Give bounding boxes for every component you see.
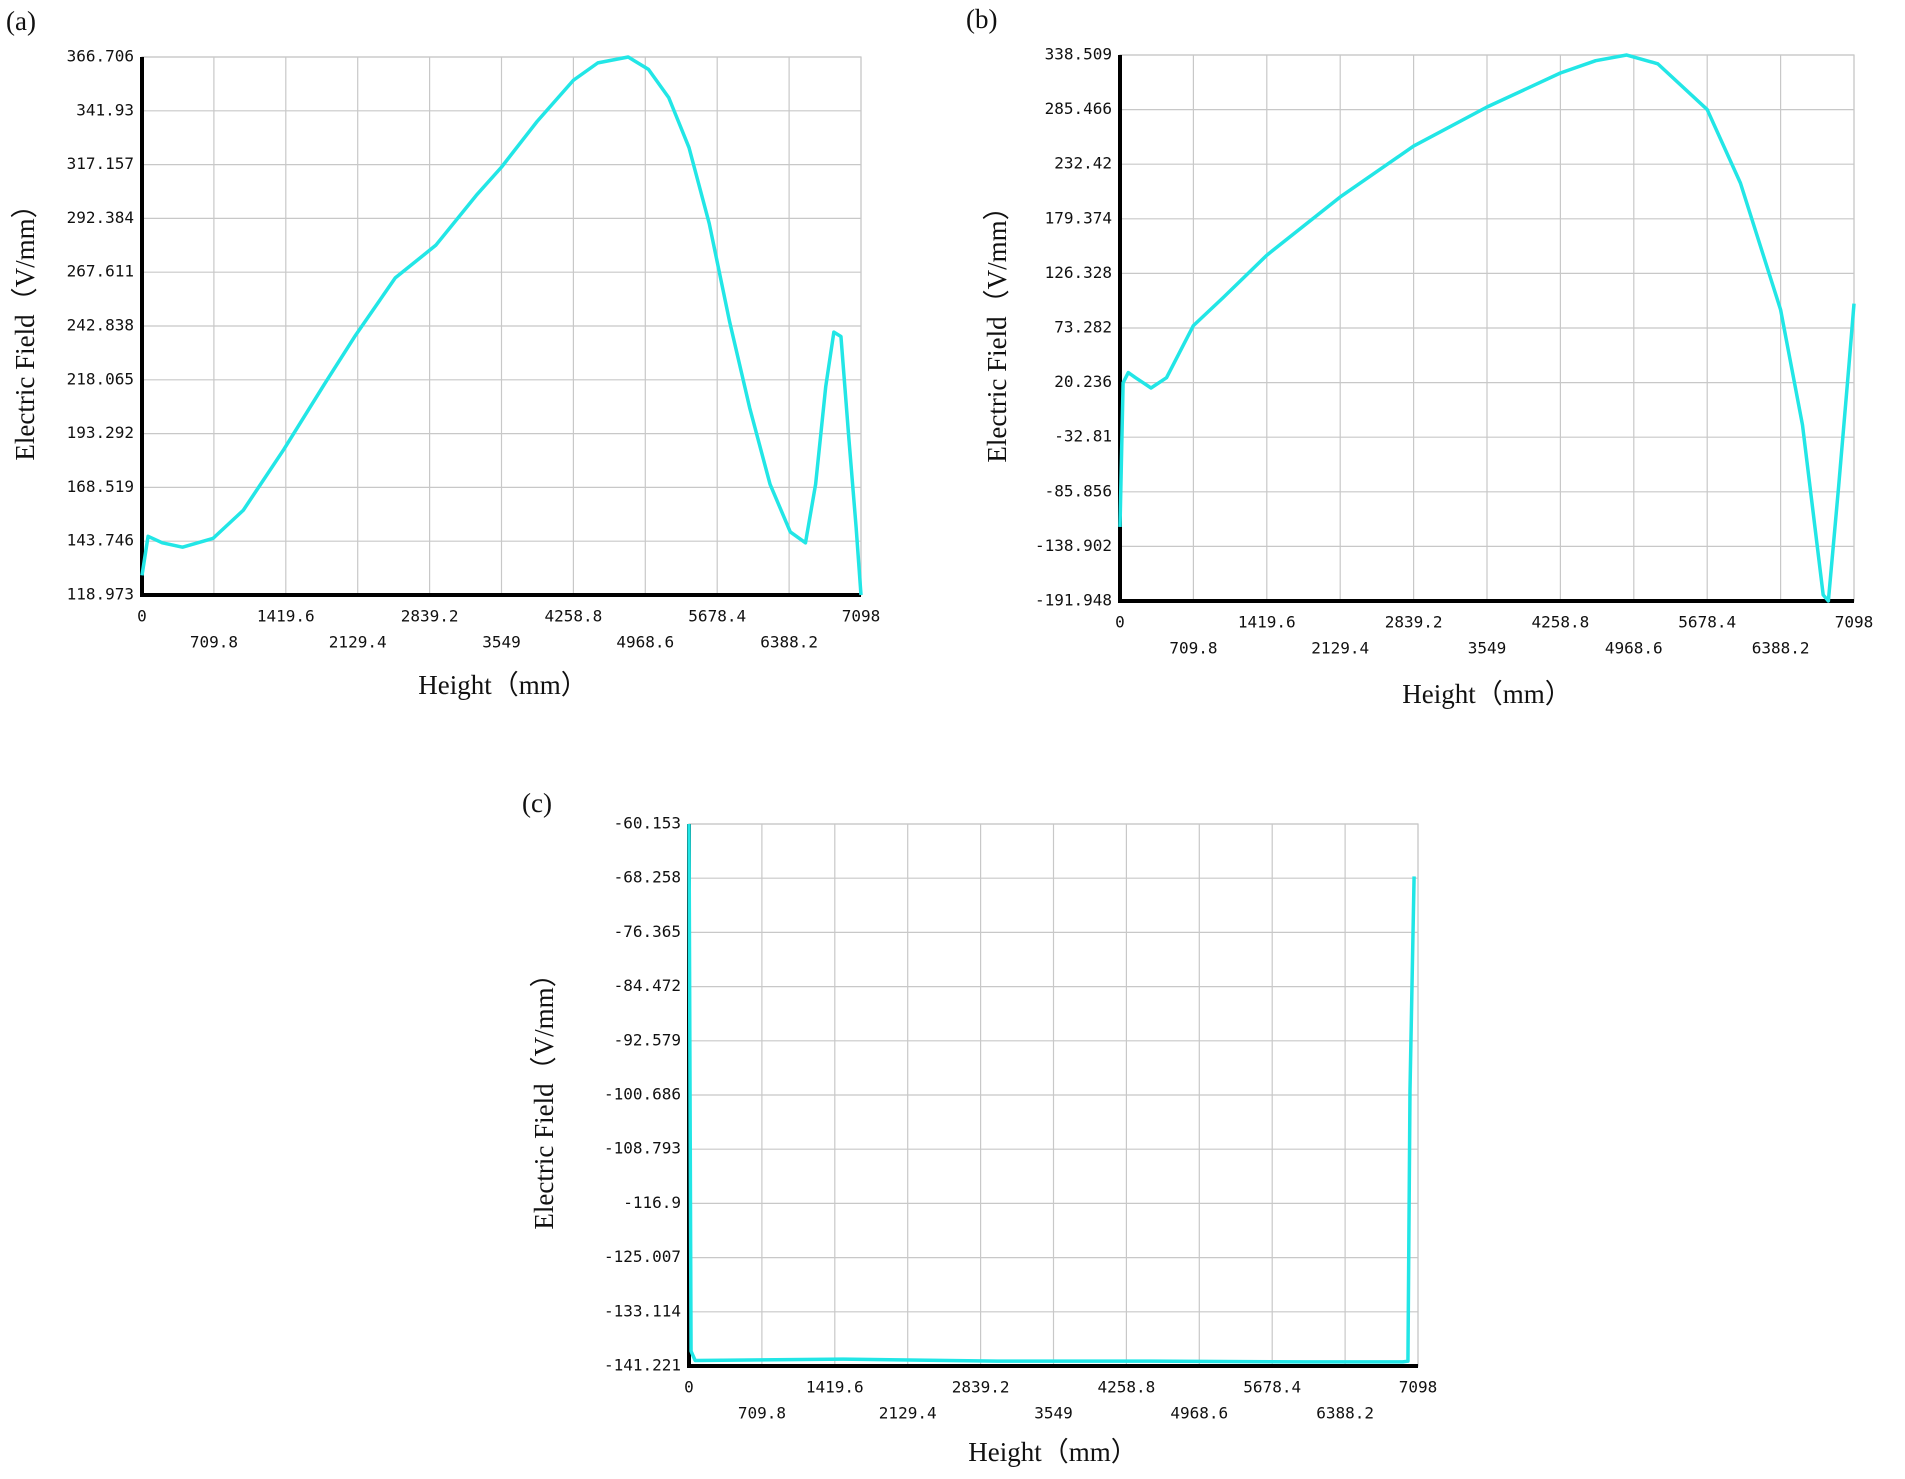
- x-tick-label: 3549: [1034, 1404, 1073, 1423]
- x-tick-label: 2129.4: [879, 1404, 937, 1423]
- x-tick-label: 0: [137, 607, 147, 626]
- panel-label: (c): [522, 788, 552, 818]
- y-tick-label: 126.328: [1045, 263, 1112, 282]
- x-tick-label: 2129.4: [329, 633, 387, 652]
- x-axis-label: Height（mm）: [1402, 679, 1572, 709]
- y-tick-label: 366.706: [67, 47, 134, 66]
- y-tick-label: -32.81: [1054, 427, 1112, 446]
- x-tick-label: 7098: [842, 607, 881, 626]
- y-tick-label: 179.374: [1045, 208, 1112, 227]
- y-tick-label: -68.258: [614, 868, 681, 887]
- panel-label: (b): [966, 4, 997, 34]
- x-tick-label: 0: [684, 1378, 694, 1397]
- x-tick-label: 3549: [482, 633, 521, 652]
- y-tick-label: -100.686: [604, 1084, 681, 1103]
- data-line: [687, 823, 1416, 1364]
- y-tick-label: 285.466: [1045, 99, 1112, 118]
- x-tick-label: 1419.6: [806, 1378, 864, 1397]
- y-tick-label: -116.9: [623, 1193, 681, 1212]
- y-tick-label: 73.282: [1054, 317, 1112, 336]
- y-tick-label: -141.221: [604, 1356, 681, 1375]
- y-tick-label: -108.793: [604, 1139, 681, 1158]
- x-tick-label: 0: [1115, 613, 1125, 632]
- x-tick-label: 4258.8: [1098, 1378, 1156, 1397]
- x-tick-label: 6388.2: [1752, 639, 1810, 658]
- x-tick-label: 3549: [1468, 639, 1507, 658]
- x-tick-label: 6388.2: [760, 633, 818, 652]
- x-tick-label: 709.8: [190, 633, 238, 652]
- y-axis-label: Electric Field（V/mm）: [982, 193, 1012, 462]
- x-tick-label: 4968.6: [1605, 639, 1663, 658]
- x-tick-label: 4968.6: [616, 633, 674, 652]
- y-tick-label: -85.856: [1045, 481, 1112, 500]
- panel-label: (a): [6, 6, 36, 36]
- x-tick-label: 4258.8: [1532, 613, 1590, 632]
- x-tick-label: 5678.4: [1678, 613, 1736, 632]
- x-tick-label: 5678.4: [688, 607, 746, 626]
- y-tick-label: -133.114: [604, 1301, 681, 1320]
- x-tick-label: 2839.2: [952, 1378, 1010, 1397]
- y-tick-label: 242.838: [67, 316, 134, 335]
- x-tick-label: 1419.6: [1238, 613, 1296, 632]
- y-tick-label: 341.93: [76, 100, 134, 119]
- y-tick-label: -92.579: [614, 1030, 681, 1049]
- x-tick-label: 1419.6: [257, 607, 315, 626]
- x-tick-label: 2839.2: [401, 607, 459, 626]
- y-axis-label: Electric Field（V/mm）: [10, 191, 40, 460]
- y-tick-label: 193.292: [67, 423, 134, 442]
- y-tick-label: 317.157: [67, 154, 134, 173]
- y-tick-label: 338.509: [1045, 45, 1112, 64]
- x-tick-label: 2839.2: [1385, 613, 1443, 632]
- y-tick-label: 232.42: [1054, 154, 1112, 173]
- x-tick-label: 5678.4: [1243, 1378, 1301, 1397]
- data-line: [1118, 53, 1856, 603]
- x-tick-label: 2129.4: [1311, 639, 1369, 658]
- y-tick-label: 168.519: [67, 477, 134, 496]
- y-axis-label: Electric Field（V/mm）: [529, 960, 559, 1229]
- x-tick-label: 7098: [1399, 1378, 1438, 1397]
- y-tick-label: -138.902: [1035, 536, 1112, 555]
- y-tick-label: 118.973: [67, 585, 134, 604]
- x-tick-label: 4968.6: [1170, 1404, 1228, 1423]
- y-tick-label: 267.611: [67, 262, 134, 281]
- y-tick-label: 218.065: [67, 369, 134, 388]
- y-tick-label: -84.472: [614, 976, 681, 995]
- y-tick-label: -191.948: [1035, 591, 1112, 610]
- x-tick-label: 6388.2: [1316, 1404, 1374, 1423]
- y-tick-label: -125.007: [604, 1247, 681, 1266]
- y-tick-label: -76.365: [614, 922, 681, 941]
- x-tick-label: 7098: [1835, 613, 1874, 632]
- x-tick-label: 4258.8: [545, 607, 603, 626]
- data-line: [140, 55, 863, 596]
- x-tick-label: 709.8: [1169, 639, 1217, 658]
- x-axis-label: Height（mm）: [418, 670, 588, 700]
- y-tick-label: 292.384: [67, 208, 134, 227]
- x-tick-label: 709.8: [738, 1404, 786, 1423]
- x-axis-label: Height（mm）: [968, 1437, 1138, 1467]
- y-tick-label: -60.153: [614, 814, 681, 833]
- y-tick-label: 143.746: [67, 531, 134, 550]
- y-tick-label: 20.236: [1054, 372, 1112, 391]
